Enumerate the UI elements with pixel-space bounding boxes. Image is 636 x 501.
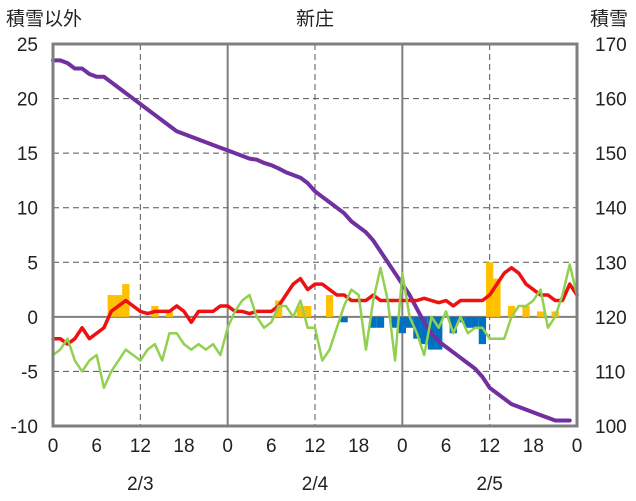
right-tick-label: 110 <box>595 362 625 383</box>
bar-positive <box>296 305 305 317</box>
left-tick-label: 25 <box>17 35 38 56</box>
bar-negative <box>435 316 443 350</box>
bar-positive <box>486 262 494 317</box>
left-tick-label: -5 <box>21 362 38 383</box>
bar-negative <box>471 316 479 328</box>
bar-positive <box>304 305 312 317</box>
right-tick-label: 150 <box>595 144 627 165</box>
left-tick-label: 10 <box>17 199 38 220</box>
x-tick-label: 0 <box>222 436 233 457</box>
bar-negative <box>420 316 428 345</box>
x-tick-label: 12 <box>304 436 325 457</box>
bar-negative <box>369 316 377 328</box>
left-tick-label: 20 <box>17 90 38 111</box>
bar-negative <box>405 316 414 328</box>
x-tick-label: 12 <box>479 436 500 457</box>
date-labels: 2/3 2/4 2/5 <box>127 474 503 495</box>
x-tick-label: 6 <box>266 436 277 457</box>
left-axis-label: 積雪以外 <box>6 8 82 30</box>
x-tick-label: 18 <box>523 436 544 457</box>
bar-negative <box>398 316 406 334</box>
left-tick-label: -10 <box>11 417 38 438</box>
right-tick-label: 140 <box>595 199 627 220</box>
bar-negative <box>478 316 487 345</box>
x-tick-label: 0 <box>397 436 408 457</box>
right-tick-labels: 170 160 150 140 130 120 110 100 <box>595 35 627 438</box>
chart-title: 新庄 <box>296 8 334 30</box>
bar-positive <box>507 305 516 317</box>
bar-negative <box>449 316 457 334</box>
line-purple <box>51 58 572 423</box>
x-tick-label: 18 <box>173 436 194 457</box>
x-tick-label: 6 <box>91 436 102 457</box>
bar-positive <box>107 295 115 317</box>
x-tick-labels: 0 6 12 18 0 6 12 18 0 6 12 18 0 <box>48 436 583 457</box>
bar-negative <box>340 316 348 323</box>
bar-negative <box>464 316 472 328</box>
bar-negative <box>391 316 399 328</box>
plot-frame <box>51 42 579 428</box>
left-tick-label: 0 <box>27 308 38 329</box>
bar-negative <box>376 316 385 328</box>
left-tick-label: 15 <box>17 144 38 165</box>
right-axis-label: 積雪 <box>590 8 628 30</box>
left-tick-labels: 25 20 15 10 5 0 -5 -10 <box>11 35 38 438</box>
left-tick-label: 5 <box>27 253 38 274</box>
right-tick-label: 170 <box>595 35 627 56</box>
x-tick-label: 0 <box>48 436 59 457</box>
date-label: 2/4 <box>302 474 329 495</box>
right-tick-label: 130 <box>595 253 627 274</box>
date-label: 2/3 <box>127 474 153 495</box>
grid <box>53 43 577 426</box>
right-tick-label: 120 <box>595 308 627 329</box>
x-tick-label: 12 <box>130 436 151 457</box>
date-label: 2/5 <box>476 474 502 495</box>
line-green <box>51 263 579 390</box>
bar-positive <box>165 311 174 317</box>
line-red <box>51 265 579 346</box>
right-tick-label: 100 <box>595 417 627 438</box>
x-tick-label: 6 <box>441 436 452 457</box>
line-series <box>51 58 579 423</box>
bar-positive <box>536 311 545 317</box>
bar-positive <box>493 278 501 317</box>
right-tick-label: 160 <box>595 90 627 111</box>
x-tick-label: 18 <box>348 436 369 457</box>
bar-positive <box>325 295 334 317</box>
bar-negative <box>413 316 421 339</box>
bar-positive <box>522 305 530 317</box>
x-tick-label: 0 <box>572 436 583 457</box>
